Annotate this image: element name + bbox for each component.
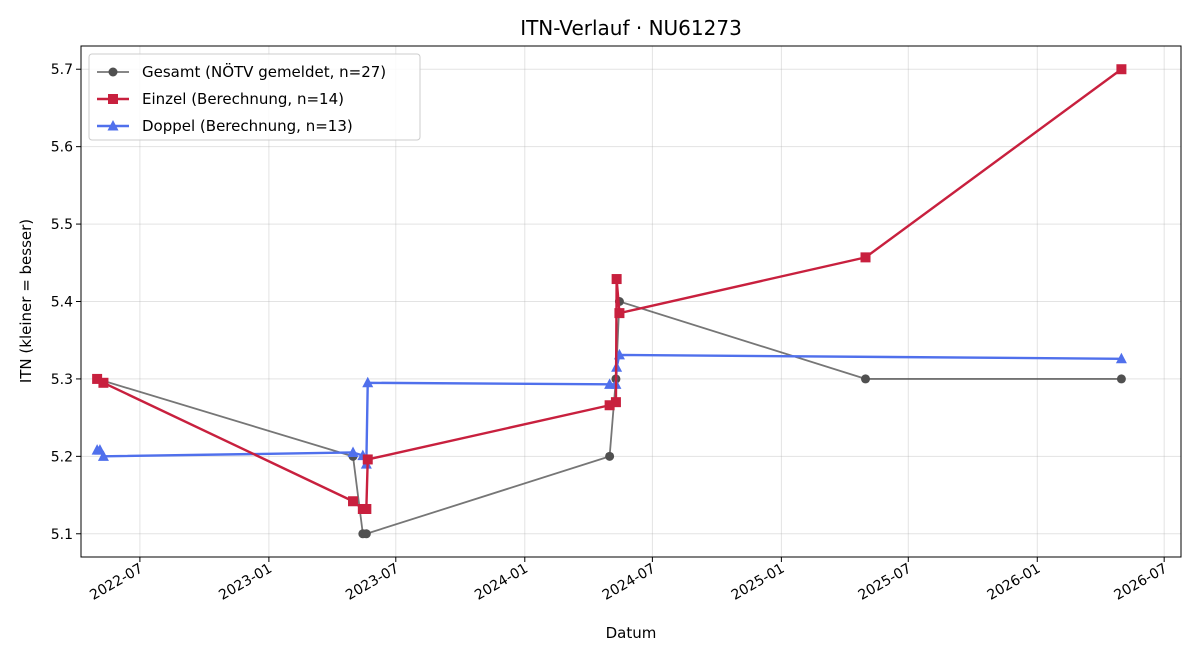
data-point	[611, 274, 622, 285]
data-point	[97, 450, 109, 461]
data-point	[860, 252, 871, 263]
y-tick-label: 5.7	[51, 62, 73, 78]
data-point	[362, 454, 373, 465]
series-square	[92, 64, 1127, 514]
data-point	[861, 374, 871, 384]
series-line	[96, 68, 1123, 511]
legend-label: Gesamt (NÖTV gemeldet, n=27)	[142, 62, 386, 81]
data-point	[98, 377, 109, 388]
y-tick-label: 5.3	[51, 372, 73, 388]
legend-entry: Doppel (Berechnung, n=13)	[97, 117, 353, 135]
data-point	[614, 308, 625, 319]
legend: Gesamt (NÖTV gemeldet, n=27) Einzel (Bere…	[88, 53, 421, 141]
data-point	[92, 373, 103, 384]
legend-label: Einzel (Berechnung, n=14)	[142, 90, 344, 108]
y-tick-label: 5.1	[51, 527, 73, 543]
data-point	[605, 451, 615, 461]
data-point	[362, 376, 374, 388]
data-point	[1116, 64, 1127, 75]
y-tick-label: 5.4	[51, 295, 73, 311]
legend-label: Doppel (Berechnung, n=13)	[142, 117, 353, 135]
y-axis-label: ITN (kleiner = besser)	[17, 219, 35, 383]
y-tick-label: 5.5	[51, 217, 73, 233]
data-point	[610, 397, 621, 408]
legend-entry: Gesamt (NÖTV gemeldet, n=27)	[97, 62, 386, 81]
legend-box	[88, 53, 421, 141]
data-point	[348, 496, 359, 507]
legend-swatch-marker	[108, 94, 118, 104]
y-tick-label: 5.6	[51, 140, 73, 156]
data-point	[361, 503, 372, 514]
chart-title: ITN-Verlauf · NU61273	[520, 16, 742, 40]
x-axis-label: Datum	[606, 624, 657, 642]
legend-entry: Einzel (Berechnung, n=14)	[97, 90, 344, 108]
data-point	[1116, 374, 1126, 384]
data-point	[361, 529, 371, 539]
series-layer	[91, 64, 1127, 539]
data-point	[604, 400, 615, 411]
data-point	[347, 446, 359, 457]
data-point	[1115, 352, 1127, 364]
legend-swatch-marker	[107, 120, 119, 131]
legend-swatch-marker	[108, 67, 118, 77]
y-tick-label: 5.2	[51, 449, 73, 465]
